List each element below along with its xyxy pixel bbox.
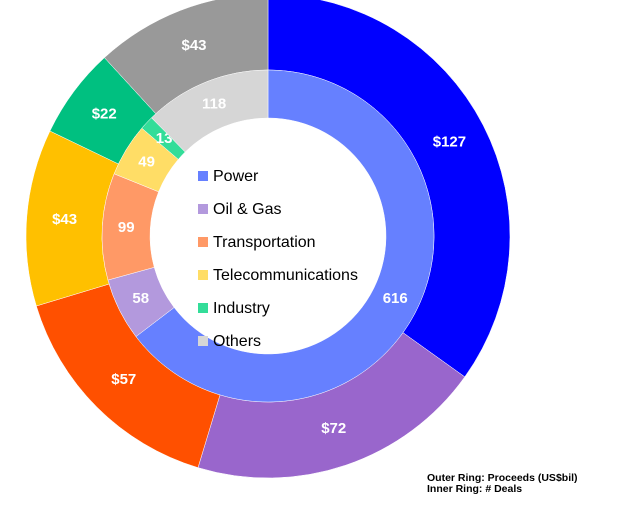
data-label: 49: [138, 153, 155, 170]
data-label: $72: [321, 420, 346, 437]
legend-swatch: [198, 336, 208, 346]
donut-slice: [135, 69, 435, 403]
legend-swatch: [198, 204, 208, 214]
legend-label: Power: [213, 168, 259, 185]
annotation: Inner Ring: # Deals: [427, 483, 522, 495]
data-label: 616: [383, 290, 408, 307]
data-label: $22: [92, 105, 117, 122]
data-label: 118: [202, 96, 226, 113]
legend-label: Telecommunications: [213, 267, 358, 284]
legend-label: Oil & Gas: [213, 201, 281, 218]
data-label: $43: [182, 37, 207, 54]
legend-label: Industry: [213, 300, 270, 317]
legend-swatch: [198, 171, 208, 181]
legend-swatch: [198, 237, 208, 247]
legend-swatch: [198, 303, 208, 313]
data-label: 99: [118, 219, 135, 236]
legend-label: Transportation: [213, 234, 316, 251]
data-label: $57: [111, 371, 136, 388]
data-label: $43: [52, 211, 77, 228]
data-label: 58: [132, 290, 149, 307]
donut-slice: [151, 69, 269, 153]
annotation: Outer Ring: Proceeds (US$bil): [427, 472, 578, 484]
legend-swatch: [198, 270, 208, 280]
data-label: $127: [433, 134, 466, 151]
legend-label: Others: [213, 333, 261, 350]
